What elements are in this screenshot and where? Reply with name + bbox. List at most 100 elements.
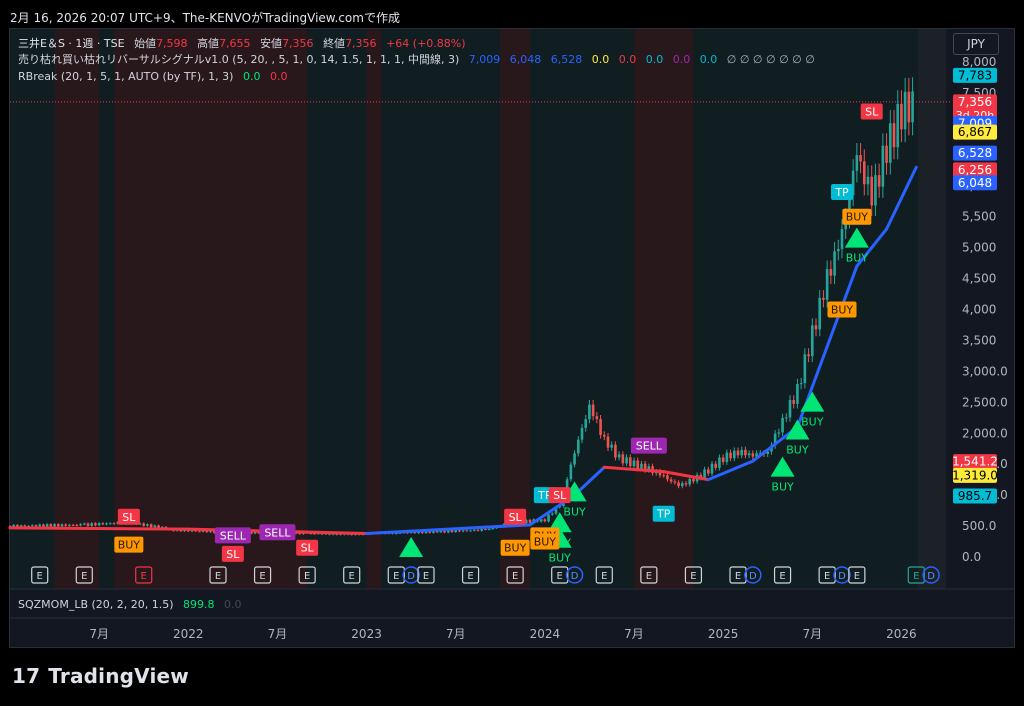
candle-body (836, 249, 840, 252)
event-marker-label: D (838, 571, 846, 582)
earnings-marker (684, 566, 703, 584)
open-label: 始値 (134, 37, 157, 50)
x-tick-label: 7月 (446, 627, 466, 641)
earnings-marker (640, 566, 658, 584)
price-axis-label-text: 985.7 (958, 489, 992, 503)
candle-body (465, 530, 469, 532)
candle-body (751, 453, 755, 457)
candle-body (524, 520, 528, 524)
sl-marker (296, 539, 319, 556)
candle-body (866, 176, 870, 185)
candle-body (874, 175, 877, 206)
candle-body (673, 481, 677, 483)
candle-body (796, 384, 799, 404)
candle-body (692, 478, 695, 482)
event-marker-label: E (349, 571, 355, 582)
candle-body (446, 530, 450, 533)
candle-body (669, 479, 673, 482)
bearish-zone (500, 29, 530, 589)
candle-body (677, 482, 680, 487)
candle-body (714, 463, 718, 468)
candle-body (721, 457, 725, 462)
earnings-marker (417, 566, 435, 584)
price-axis-label (953, 467, 997, 483)
indicator2-value: 0.0 (242, 70, 261, 83)
buy-marker-label: BUY (831, 304, 854, 317)
candle-body (744, 449, 747, 456)
y-tick-label: 4,000 (962, 303, 996, 317)
earnings-marker (135, 566, 153, 584)
candle-body (732, 450, 736, 459)
candle-body (729, 452, 732, 459)
candle-body (725, 452, 729, 462)
legend-row-symbol: 三井E＆S · 1週 · TSE 始値7,598 高値7,655 安値7,356… (18, 37, 472, 51)
candle-body (848, 195, 851, 219)
candle-body (703, 469, 706, 478)
buy-marker (842, 208, 872, 225)
candle-body (859, 155, 862, 162)
event-marker-label: E (690, 571, 696, 582)
candle-body (16, 525, 19, 527)
candle-body (640, 463, 643, 469)
candle-body (903, 91, 907, 130)
x-tick-label: 2025 (708, 627, 739, 641)
sl-marker (117, 508, 140, 525)
trend-line-segment (855, 227, 889, 268)
candle-body (257, 532, 261, 534)
candle-body (75, 524, 79, 526)
event-marker-label: E (259, 571, 265, 582)
candle-body (855, 155, 859, 171)
candle-body (82, 523, 86, 525)
candle-body (313, 533, 316, 535)
earnings-marker (75, 566, 93, 584)
candle-body (576, 439, 580, 454)
event-marker-label: E (81, 571, 87, 582)
buy-marker (827, 301, 857, 318)
candle-body (747, 453, 751, 456)
event-marker-label: E (141, 571, 147, 582)
bearish-zone (292, 29, 308, 589)
indicator3-label[interactable]: SQZMOM_LB (20, 2, 20, 1.5) (18, 598, 174, 611)
close-label: 終値 (323, 37, 346, 50)
bearish-zone (54, 29, 100, 589)
low-value: 7,356 (282, 37, 314, 50)
price-axis-label (953, 145, 997, 161)
candle-body (472, 529, 476, 531)
trend-line-segment (8, 526, 190, 531)
candle-body (829, 269, 833, 276)
price-axis-label (953, 488, 997, 504)
indicator1-value: 0.0 (672, 53, 691, 66)
x-tick-label: 2023 (351, 627, 382, 641)
event-marker-label: E (854, 571, 860, 582)
candle-body (606, 436, 610, 448)
candle-body (784, 417, 788, 419)
indicator1-label[interactable]: 売り枯れ買い枯れリバーサルシグナルv1.0 (5, 20, , 5, 1, 0,… (18, 53, 460, 66)
symbol-label[interactable]: 三井E＆S · 1週 · TSE (18, 37, 125, 50)
buy-triangle (399, 537, 424, 557)
candle-body (428, 531, 432, 533)
candle-body (840, 229, 844, 250)
candle-body (34, 525, 38, 527)
candle-body (12, 525, 16, 528)
earnings-marker (253, 566, 272, 584)
y-tick-label: 3,000.0 (962, 364, 1008, 378)
sell-marker-label: SELL (636, 440, 663, 453)
candle-body (539, 519, 543, 522)
y-tick-label: 2,500.0 (962, 395, 1008, 409)
candle-body (573, 453, 576, 465)
earnings-marker (506, 566, 524, 584)
event-marker-label: E (215, 571, 221, 582)
price-axis-label-text: 1,319.0 (952, 468, 998, 482)
candle-body (666, 475, 669, 480)
candle-body (153, 525, 157, 528)
timestamp-line: 2月 16, 2026 20:07 UTC+9、The-KENVOがTradin… (10, 11, 400, 25)
candle-body (580, 427, 584, 440)
currency-button[interactable]: JPY (953, 33, 999, 55)
candle-body (825, 269, 829, 300)
candle-body (205, 531, 209, 533)
candle-body (591, 404, 595, 417)
sl-marker-label: SL (509, 511, 523, 524)
trend-line-segment (602, 465, 666, 474)
indicator2-label[interactable]: RBreak (20, 1, 5, 1, AUTO (by TF), 1, 3) (18, 70, 234, 83)
